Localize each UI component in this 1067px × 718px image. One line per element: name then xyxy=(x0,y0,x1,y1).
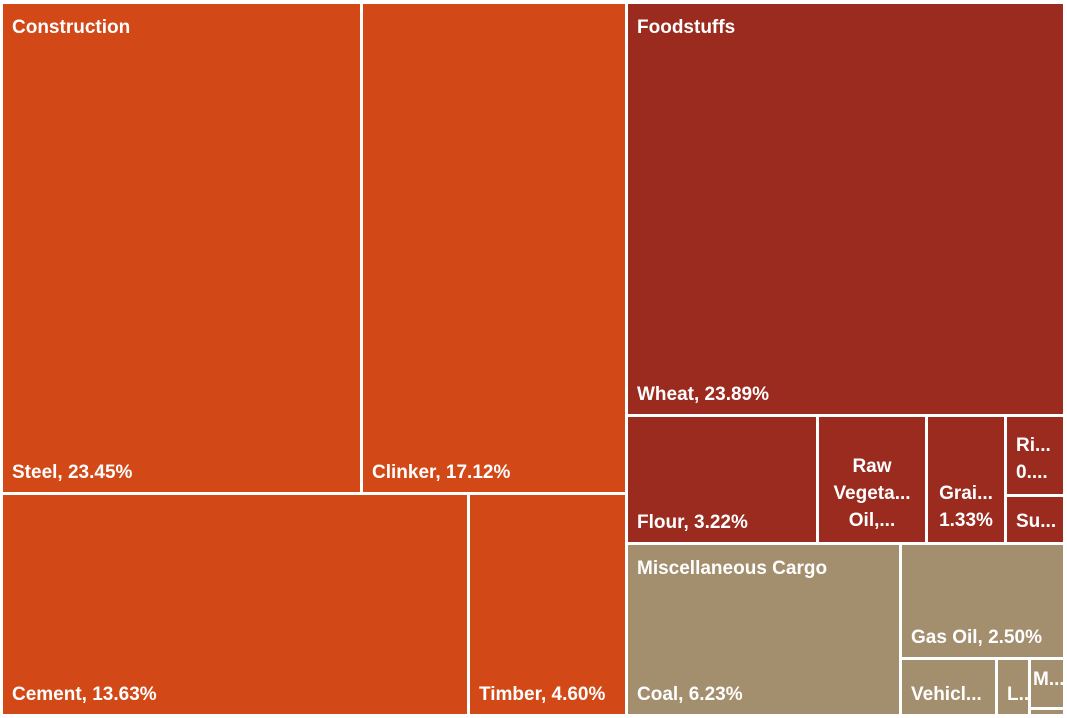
tile-rice[interactable] xyxy=(1007,417,1063,494)
tile-wheat[interactable] xyxy=(628,4,1063,414)
tile-clinker[interactable] xyxy=(363,4,625,492)
tile-label-sugar-line-1: Su... xyxy=(1016,511,1056,532)
tile-label-raw-vegetable-oil-line-2: Vegeta... xyxy=(833,483,910,504)
tile-label-rice-line-2: 0.... xyxy=(1016,462,1048,483)
tile-label-raw-vegetable-oil-line-3: Oil,... xyxy=(849,510,895,531)
tile-gas-oil[interactable] xyxy=(902,545,1063,657)
tile-label-grain-line-1: Grai... xyxy=(939,483,993,504)
tile-label-vehicles: Vehicl... xyxy=(911,684,982,705)
tile-label-m: M... xyxy=(1033,669,1065,690)
tile-grain[interactable] xyxy=(928,417,1004,542)
tile-flour[interactable] xyxy=(628,417,816,542)
tile-label-steel: Steel, 23.45% xyxy=(12,462,133,483)
group-construction: Steel, 23.45% Clinker, 17.12% Cement, 13.6… xyxy=(3,4,625,714)
tile-label-gas-oil: Gas Oil, 2.50% xyxy=(911,627,1042,648)
tile-m[interactable] xyxy=(1031,660,1063,707)
tile-label-wheat: Wheat, 23.89% xyxy=(637,384,769,405)
tile-raw-vegetable-oil[interactable] xyxy=(819,417,925,542)
tile-label-timber: Timber, 4.60% xyxy=(479,684,605,705)
tile-steel[interactable] xyxy=(3,4,360,492)
tile-label-coal: Coal, 6.23% xyxy=(637,684,743,705)
construction-group-label: Construction xyxy=(12,17,130,38)
tile-l[interactable] xyxy=(998,660,1028,714)
tile-label-l: L... xyxy=(1007,684,1034,705)
tile-label-cement: Cement, 13.63% xyxy=(12,684,157,705)
tile-vehicles[interactable] xyxy=(902,660,995,714)
tile-cement[interactable] xyxy=(3,495,467,714)
tile-label-rice-line-1: Ri... xyxy=(1016,435,1051,456)
tile-other[interactable] xyxy=(1031,710,1063,714)
misc-cargo-group-label: Miscellaneous Cargo xyxy=(637,558,827,579)
tile-coal[interactable] xyxy=(628,545,899,714)
group-miscellaneous-cargo: Coal, 6.23% Gas Oil, 2.50% Vehicl... L...M.… xyxy=(628,545,1065,714)
tile-timber[interactable] xyxy=(470,495,625,714)
tile-sugar[interactable] xyxy=(1007,497,1063,542)
group-foodstuffs: Wheat, 23.89% Flour, 3.22% Raw Vegeta... Oil… xyxy=(628,4,1063,542)
foodstuffs-group-label: Foodstuffs xyxy=(637,17,735,38)
tile-label-raw-vegetable-oil-line-1: Raw xyxy=(852,456,891,477)
tile-label-grain-line-2: 1.33% xyxy=(939,510,993,531)
tile-label-flour: Flour, 3.22% xyxy=(637,512,748,533)
tile-label-clinker: Clinker, 17.12% xyxy=(372,462,510,483)
